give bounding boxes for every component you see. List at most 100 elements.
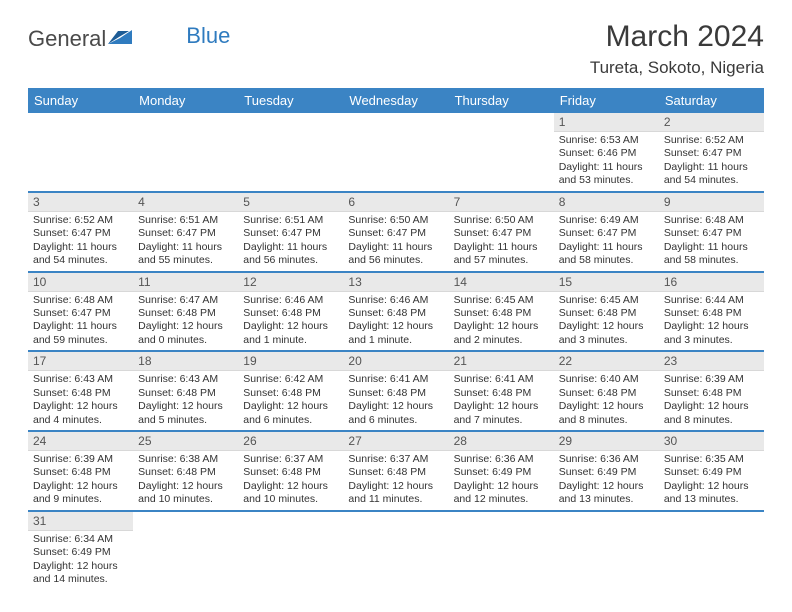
daylight-text: Daylight: 11 hours and 56 minutes. (348, 241, 443, 268)
page-header: General Blue March 2024 Tureta, Sokoto, … (28, 20, 764, 78)
daylight-text: Daylight: 12 hours and 13 minutes. (559, 480, 654, 507)
sunset-text: Sunset: 6:48 PM (664, 387, 759, 400)
calendar-row: 17Sunrise: 6:43 AMSunset: 6:48 PMDayligh… (28, 351, 764, 431)
day-details: Sunrise: 6:36 AMSunset: 6:49 PMDaylight:… (554, 451, 659, 510)
day-number: 22 (554, 352, 659, 371)
day-number: 31 (28, 512, 133, 531)
daylight-text: Daylight: 11 hours and 57 minutes. (454, 241, 549, 268)
calendar-cell: 27Sunrise: 6:37 AMSunset: 6:48 PMDayligh… (343, 431, 448, 511)
daylight-text: Daylight: 12 hours and 3 minutes. (664, 320, 759, 347)
calendar-cell: 25Sunrise: 6:38 AMSunset: 6:48 PMDayligh… (133, 431, 238, 511)
daylight-text: Daylight: 12 hours and 1 minute. (348, 320, 443, 347)
daylight-text: Daylight: 12 hours and 10 minutes. (243, 480, 338, 507)
sunrise-text: Sunrise: 6:41 AM (454, 373, 549, 386)
day-details: Sunrise: 6:37 AMSunset: 6:48 PMDaylight:… (343, 451, 448, 510)
calendar-cell (449, 511, 554, 590)
day-number: 25 (133, 432, 238, 451)
logo-text-blue: Blue (186, 23, 230, 49)
daylight-text: Daylight: 11 hours and 55 minutes. (138, 241, 233, 268)
calendar-row: 3Sunrise: 6:52 AMSunset: 6:47 PMDaylight… (28, 192, 764, 272)
calendar-cell: 26Sunrise: 6:37 AMSunset: 6:48 PMDayligh… (238, 431, 343, 511)
day-details: Sunrise: 6:38 AMSunset: 6:48 PMDaylight:… (133, 451, 238, 510)
weekday-header: Wednesday (343, 88, 448, 113)
sunrise-text: Sunrise: 6:41 AM (348, 373, 443, 386)
day-details: Sunrise: 6:45 AMSunset: 6:48 PMDaylight:… (449, 292, 554, 351)
day-details: Sunrise: 6:43 AMSunset: 6:48 PMDaylight:… (133, 371, 238, 430)
sunset-text: Sunset: 6:47 PM (348, 227, 443, 240)
calendar-cell: 3Sunrise: 6:52 AMSunset: 6:47 PMDaylight… (28, 192, 133, 272)
sunrise-text: Sunrise: 6:45 AM (454, 294, 549, 307)
sunrise-text: Sunrise: 6:50 AM (454, 214, 549, 227)
sunrise-text: Sunrise: 6:42 AM (243, 373, 338, 386)
calendar-cell: 24Sunrise: 6:39 AMSunset: 6:48 PMDayligh… (28, 431, 133, 511)
calendar-cell: 15Sunrise: 6:45 AMSunset: 6:48 PMDayligh… (554, 272, 659, 352)
weekday-header-row: Sunday Monday Tuesday Wednesday Thursday… (28, 88, 764, 113)
sunset-text: Sunset: 6:48 PM (33, 387, 128, 400)
sunrise-text: Sunrise: 6:43 AM (33, 373, 128, 386)
day-number: 1 (554, 113, 659, 132)
calendar-cell: 7Sunrise: 6:50 AMSunset: 6:47 PMDaylight… (449, 192, 554, 272)
daylight-text: Daylight: 11 hours and 54 minutes. (33, 241, 128, 268)
calendar-cell: 4Sunrise: 6:51 AMSunset: 6:47 PMDaylight… (133, 192, 238, 272)
day-details: Sunrise: 6:50 AMSunset: 6:47 PMDaylight:… (343, 212, 448, 271)
day-details: Sunrise: 6:46 AMSunset: 6:48 PMDaylight:… (238, 292, 343, 351)
sunrise-text: Sunrise: 6:48 AM (33, 294, 128, 307)
calendar-cell: 12Sunrise: 6:46 AMSunset: 6:48 PMDayligh… (238, 272, 343, 352)
day-number: 8 (554, 193, 659, 212)
calendar-cell: 16Sunrise: 6:44 AMSunset: 6:48 PMDayligh… (659, 272, 764, 352)
calendar-cell: 23Sunrise: 6:39 AMSunset: 6:48 PMDayligh… (659, 351, 764, 431)
calendar-table: Sunday Monday Tuesday Wednesday Thursday… (28, 88, 764, 590)
sunrise-text: Sunrise: 6:36 AM (454, 453, 549, 466)
calendar-cell (659, 511, 764, 590)
day-number: 14 (449, 273, 554, 292)
day-details: Sunrise: 6:35 AMSunset: 6:49 PMDaylight:… (659, 451, 764, 510)
day-number: 29 (554, 432, 659, 451)
calendar-cell: 17Sunrise: 6:43 AMSunset: 6:48 PMDayligh… (28, 351, 133, 431)
calendar-cell: 6Sunrise: 6:50 AMSunset: 6:47 PMDaylight… (343, 192, 448, 272)
daylight-text: Daylight: 11 hours and 54 minutes. (664, 161, 759, 188)
calendar-cell: 19Sunrise: 6:42 AMSunset: 6:48 PMDayligh… (238, 351, 343, 431)
daylight-text: Daylight: 12 hours and 9 minutes. (33, 480, 128, 507)
sunset-text: Sunset: 6:47 PM (664, 147, 759, 160)
calendar-cell (28, 113, 133, 192)
day-details: Sunrise: 6:48 AMSunset: 6:47 PMDaylight:… (659, 212, 764, 271)
sunrise-text: Sunrise: 6:48 AM (664, 214, 759, 227)
calendar-cell: 2Sunrise: 6:52 AMSunset: 6:47 PMDaylight… (659, 113, 764, 192)
sunset-text: Sunset: 6:47 PM (243, 227, 338, 240)
weekday-header: Thursday (449, 88, 554, 113)
day-details: Sunrise: 6:49 AMSunset: 6:47 PMDaylight:… (554, 212, 659, 271)
calendar-cell (449, 113, 554, 192)
calendar-cell: 11Sunrise: 6:47 AMSunset: 6:48 PMDayligh… (133, 272, 238, 352)
daylight-text: Daylight: 12 hours and 10 minutes. (138, 480, 233, 507)
sunset-text: Sunset: 6:47 PM (559, 227, 654, 240)
logo-flag-icon (108, 28, 134, 51)
sunrise-text: Sunrise: 6:51 AM (243, 214, 338, 227)
sunset-text: Sunset: 6:48 PM (243, 387, 338, 400)
day-details: Sunrise: 6:52 AMSunset: 6:47 PMDaylight:… (28, 212, 133, 271)
sunrise-text: Sunrise: 6:43 AM (138, 373, 233, 386)
day-number: 28 (449, 432, 554, 451)
sunrise-text: Sunrise: 6:40 AM (559, 373, 654, 386)
sunset-text: Sunset: 6:47 PM (33, 227, 128, 240)
sunrise-text: Sunrise: 6:36 AM (559, 453, 654, 466)
sunrise-text: Sunrise: 6:37 AM (348, 453, 443, 466)
calendar-cell: 21Sunrise: 6:41 AMSunset: 6:48 PMDayligh… (449, 351, 554, 431)
logo: General Blue (28, 26, 230, 52)
daylight-text: Daylight: 12 hours and 8 minutes. (664, 400, 759, 427)
day-number: 19 (238, 352, 343, 371)
sunrise-text: Sunrise: 6:35 AM (664, 453, 759, 466)
day-number: 13 (343, 273, 448, 292)
calendar-cell (343, 511, 448, 590)
sunset-text: Sunset: 6:47 PM (138, 227, 233, 240)
sunrise-text: Sunrise: 6:50 AM (348, 214, 443, 227)
sunset-text: Sunset: 6:48 PM (243, 466, 338, 479)
sunrise-text: Sunrise: 6:47 AM (138, 294, 233, 307)
title-block: March 2024 Tureta, Sokoto, Nigeria (590, 20, 764, 78)
day-details: Sunrise: 6:46 AMSunset: 6:48 PMDaylight:… (343, 292, 448, 351)
daylight-text: Daylight: 12 hours and 1 minute. (243, 320, 338, 347)
sunset-text: Sunset: 6:48 PM (664, 307, 759, 320)
calendar-cell (238, 113, 343, 192)
daylight-text: Daylight: 12 hours and 6 minutes. (348, 400, 443, 427)
day-number: 18 (133, 352, 238, 371)
calendar-row: 10Sunrise: 6:48 AMSunset: 6:47 PMDayligh… (28, 272, 764, 352)
